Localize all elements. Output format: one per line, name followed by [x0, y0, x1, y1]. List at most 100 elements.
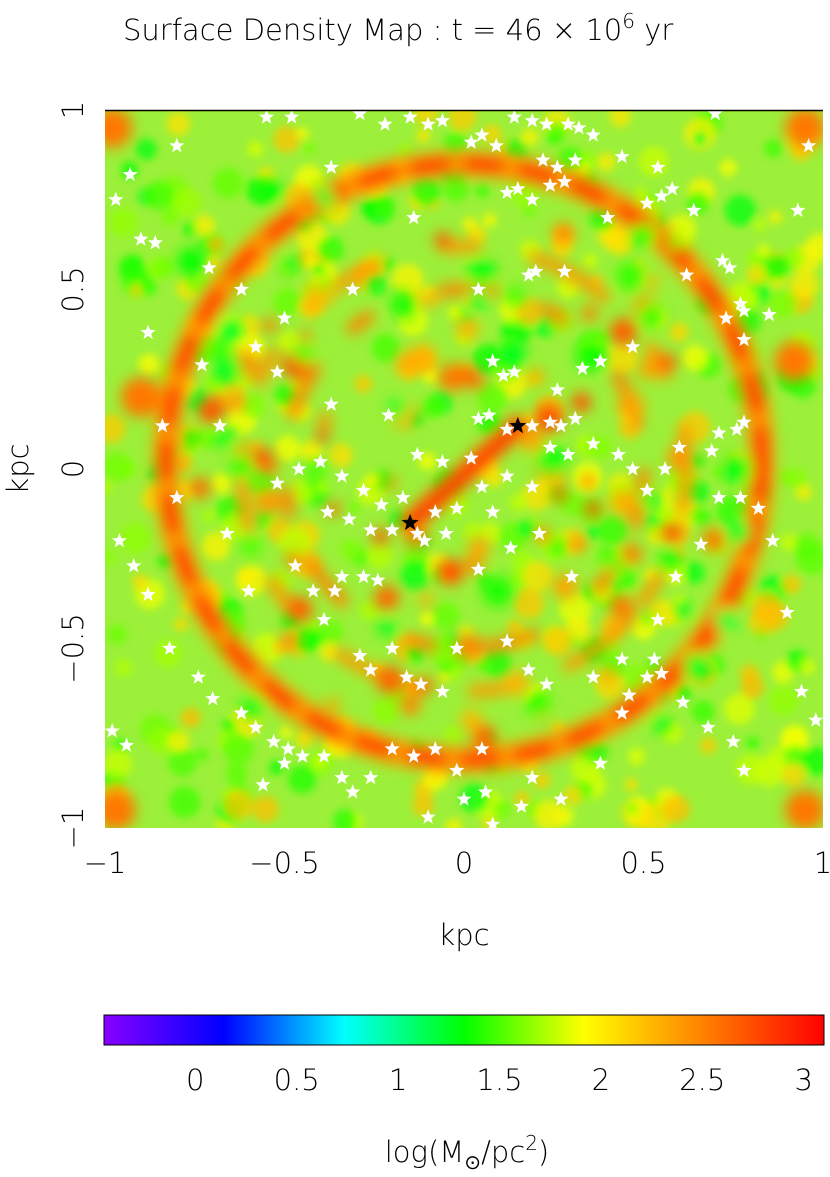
cool-patch: [304, 461, 326, 483]
white-star: [255, 776, 271, 792]
density-noise-blob: [639, 613, 653, 627]
white-star: [531, 525, 547, 541]
corner-patch: [120, 377, 161, 418]
white-star: [535, 152, 551, 167]
density-noise-blob: [444, 131, 467, 155]
density-noise-blob: [418, 452, 437, 471]
cool-patch: [281, 256, 300, 275]
warm-patch: [609, 594, 633, 618]
density-noise-blob: [800, 746, 823, 776]
density-noise-blob: [293, 628, 319, 654]
white-star: [316, 611, 332, 627]
warm-patch: [316, 429, 330, 443]
white-star: [434, 112, 451, 128]
warm-patch: [260, 458, 278, 475]
cool-patch: [525, 690, 551, 716]
white-star: [477, 784, 494, 799]
density-noise-blob: [277, 330, 301, 354]
density-noise-blob: [105, 414, 126, 443]
density-noise-blob: [173, 617, 188, 632]
density-noise-blob: [510, 493, 528, 512]
density-noise-blob: [768, 210, 783, 225]
density-noise-blob: [754, 757, 785, 787]
density-noise-blob: [303, 255, 317, 269]
density-noise-blob: [152, 256, 175, 279]
white-star: [750, 500, 766, 515]
cool-patch: [668, 235, 683, 250]
colorbar-label-subscript: ⊙: [464, 1150, 481, 1174]
density-noise-blob: [759, 602, 789, 631]
white-star: [560, 116, 576, 131]
warm-patch: [667, 445, 693, 471]
density-noise-blob: [745, 736, 760, 751]
warm-patch: [374, 585, 400, 611]
density-noise-blob: [647, 526, 667, 545]
white-star: [556, 173, 573, 189]
white-star: [549, 382, 565, 397]
white-star: [276, 755, 293, 770]
cool-patch: [390, 291, 417, 318]
warm-patch: [400, 694, 421, 716]
density-noise-blob: [625, 802, 639, 816]
warm-patch: [638, 358, 660, 380]
density-noise-blob: [207, 235, 225, 254]
density-noise-blob: [462, 216, 478, 232]
cool-patch: [658, 550, 682, 574]
density-noise-blob: [364, 273, 388, 296]
white-star: [736, 414, 752, 429]
warm-patch: [585, 501, 601, 517]
warm-patch: [299, 330, 312, 343]
white-star: [585, 669, 601, 684]
density-noise-blob: [108, 207, 139, 237]
cool-patch: [723, 455, 754, 485]
density-noise-blob: [315, 479, 328, 492]
warm-patch: [437, 558, 464, 585]
density-structures: [105, 110, 823, 828]
density-noise-blob: [328, 443, 354, 468]
warm-patch: [456, 317, 479, 340]
density-noise-blob: [628, 748, 646, 766]
warm-patch: [520, 428, 544, 452]
white-star: [510, 181, 526, 196]
density-noise-blob: [221, 717, 237, 733]
white-star: [258, 110, 275, 124]
density-noise-blob: [411, 177, 441, 207]
warm-patch: [419, 592, 434, 608]
white-star: [205, 690, 221, 706]
density-noise-blob: [746, 264, 767, 285]
white-star: [416, 532, 433, 548]
density-noise-blob: [517, 519, 536, 538]
density-noise-blob: [300, 440, 323, 463]
white-star: [334, 769, 350, 785]
white-star: [352, 647, 368, 663]
white-star: [355, 482, 372, 497]
density-noise-blob: [374, 195, 396, 217]
white-star: [323, 396, 339, 411]
corner-patch: [785, 110, 823, 148]
density-noise-blob: [354, 375, 373, 393]
density-noise-blob: [445, 818, 463, 828]
white-star: [420, 809, 436, 824]
white-star: [269, 475, 285, 490]
white-star: [287, 557, 303, 573]
white-star: [790, 202, 806, 217]
density-noise-blob: [381, 257, 396, 272]
density-noise-blob: [399, 143, 412, 157]
density-noise-blob: [596, 329, 612, 345]
white-star: [679, 267, 695, 282]
cool-patch: [631, 223, 656, 248]
density-noise-blob: [609, 110, 631, 128]
white-star: [320, 504, 336, 519]
density-noise-blob: [724, 693, 755, 725]
density-noise-blob: [288, 764, 317, 794]
density-noise-blob: [246, 468, 275, 497]
white-star: [118, 737, 135, 752]
density-noise-blob: [250, 633, 283, 665]
white-star: [524, 112, 540, 128]
white-star: [571, 120, 587, 135]
density-noise-blob: [533, 771, 551, 789]
white-star: [474, 741, 490, 756]
white-star: [341, 511, 357, 526]
white-star: [495, 367, 512, 383]
density-noise-blob: [319, 620, 344, 644]
